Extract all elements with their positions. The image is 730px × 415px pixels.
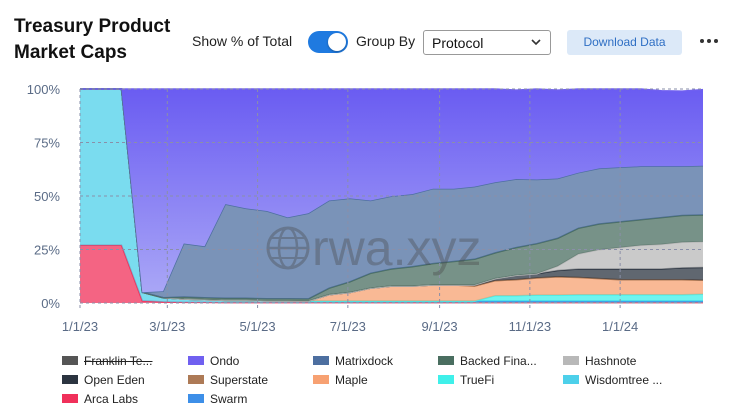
legend-item-swarm[interactable]: Swarm xyxy=(188,392,247,408)
legend-swatch xyxy=(188,356,204,366)
group-by-label: Group By xyxy=(356,33,416,49)
legend-label: Hashnote xyxy=(585,354,637,368)
y-tick-label: 0% xyxy=(41,296,60,311)
legend-label: TrueFi xyxy=(460,373,495,387)
legend-swatch xyxy=(438,356,454,366)
y-tick-label: 100% xyxy=(27,82,61,97)
area-layers xyxy=(80,88,704,304)
legend-swatch xyxy=(62,375,78,385)
series-area-ondo xyxy=(80,89,703,293)
x-tick-label: 7/1/23 xyxy=(330,319,366,334)
legend-label: Swarm xyxy=(210,392,248,406)
legend-swatch xyxy=(313,356,329,366)
series-area-matrixdock xyxy=(80,89,703,299)
group-by-value: Protocol xyxy=(432,35,484,51)
legend-label: Wisdomtree ... xyxy=(585,373,663,387)
percent-toggle[interactable] xyxy=(308,31,348,53)
legend-label: Matrixdock xyxy=(335,354,394,368)
legend-item-hashnote[interactable]: Hashnote xyxy=(563,354,636,370)
legend-swatch xyxy=(313,375,329,385)
toggle-knob[interactable] xyxy=(328,33,346,51)
legend-swatch xyxy=(563,375,579,385)
legend-swatch xyxy=(188,375,204,385)
chevron-down-icon xyxy=(531,39,541,46)
market-cap-chart: rwa.xyz 0% 25% 50% 75% 100% 1/1/23 3/1/23 5/1/2… xyxy=(27,82,704,334)
x-tick-label: 9/1/23 xyxy=(422,319,458,334)
group-by-select[interactable]: Protocol xyxy=(423,30,551,55)
legend-item-matrixdock[interactable]: Matrixdock xyxy=(313,354,393,370)
x-tick-label: 1/1/24 xyxy=(602,319,638,334)
axis-ticks: 0% 25% 50% 75% 100% 1/1/23 3/1/23 5/1/23 7/1/23 9… xyxy=(27,82,638,334)
legend-label: Backed Fina... xyxy=(460,354,537,368)
watermark-text: rwa.xyz xyxy=(312,220,481,276)
legend-item-superstate[interactable]: Superstate xyxy=(188,373,268,389)
legend-swatch xyxy=(62,356,78,366)
y-tick-label: 75% xyxy=(34,136,60,151)
legend-label: Ondo xyxy=(210,354,240,368)
download-data-button[interactable]: Download Data xyxy=(567,30,682,55)
x-tick-label: 11/1/23 xyxy=(509,319,551,334)
legend-swatch xyxy=(563,356,579,366)
y-tick-label: 25% xyxy=(34,243,60,258)
legend-item-ondo[interactable]: Ondo xyxy=(188,354,239,370)
legend-item-franklin[interactable]: Franklin Te... xyxy=(62,354,152,370)
globe-icon xyxy=(266,226,310,270)
legend-label: Franklin Te... xyxy=(84,354,153,368)
x-tick-label: 1/1/23 xyxy=(62,319,98,334)
legend-item-arca[interactable]: Arca Labs xyxy=(62,392,138,408)
x-tick-label: 5/1/23 xyxy=(239,319,275,334)
legend-swatch xyxy=(62,394,78,404)
more-horizontal-icon[interactable] xyxy=(698,33,720,49)
y-tick-label: 50% xyxy=(34,189,60,204)
legend-item-truefi[interactable]: TrueFi xyxy=(438,373,494,389)
legend-item-backed[interactable]: Backed Fina... xyxy=(438,354,537,370)
legend-label: Open Eden xyxy=(84,373,145,387)
series-area-backed xyxy=(80,89,703,302)
legend-item-maple[interactable]: Maple xyxy=(313,373,368,389)
legend-swatch xyxy=(438,375,454,385)
legend-label: Maple xyxy=(335,373,368,387)
legend-swatch xyxy=(188,394,204,404)
legend-label: Arca Labs xyxy=(84,392,139,406)
legend-label: Superstate xyxy=(210,373,269,387)
toggle-label: Show % of Total xyxy=(192,33,293,49)
legend-item-wisdomtree[interactable]: Wisdomtree ... xyxy=(563,373,662,389)
legend-item-open_eden[interactable]: Open Eden xyxy=(62,373,145,389)
gridlines xyxy=(79,88,703,309)
x-tick-label: 3/1/23 xyxy=(149,319,185,334)
watermark: rwa.xyz xyxy=(266,220,481,276)
page-title: Treasury Product Market Caps xyxy=(14,16,171,63)
